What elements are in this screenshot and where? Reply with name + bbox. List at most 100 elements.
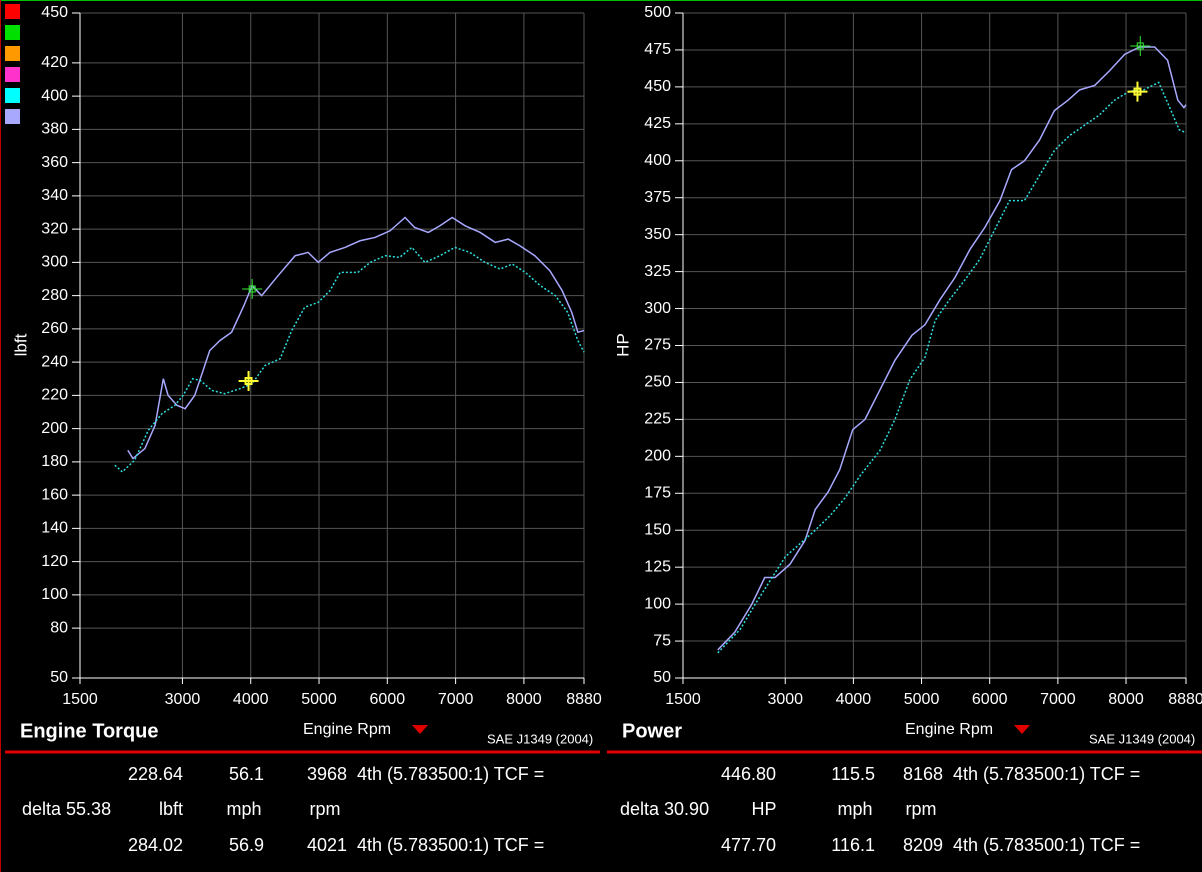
dropdown-arrow (412, 725, 428, 734)
readout-speed: 56.9 (229, 835, 264, 855)
y-tick-label: 200 (644, 448, 671, 465)
cursor-box (1136, 42, 1144, 50)
x-tick-label: 3000 (165, 691, 201, 708)
cursor-marker (238, 371, 259, 392)
readout-rpm: 3968 (307, 764, 347, 784)
y-tick-label: 300 (644, 300, 671, 317)
y-tick-label: 80 (50, 619, 68, 636)
readout-gear: 4th (5.783500:1) TCF = (953, 764, 1140, 784)
readout-value: 446.80 (721, 764, 776, 784)
x-axis-label: Engine Rpm (905, 721, 993, 738)
cursor-box (1133, 87, 1142, 96)
readout-speed: 56.1 (229, 764, 264, 784)
y-tick-label: 150 (644, 521, 671, 538)
y-tick-label: 325 (644, 263, 671, 280)
x-tick-label: 6000 (370, 691, 406, 708)
readout-value: 477.70 (721, 835, 776, 855)
y-tick-label: 175 (644, 484, 671, 501)
cursor-marker (242, 278, 263, 299)
x-tick-label: 7000 (438, 691, 474, 708)
x-tick-label: 5000 (904, 691, 940, 708)
x-tick-label: 5000 (301, 691, 337, 708)
y-tick-label: 240 (41, 353, 68, 370)
y-tick-label: 200 (41, 420, 68, 437)
unit-label: HP (751, 799, 776, 819)
x-tick-label: 4000 (233, 691, 269, 708)
y-tick-label: 400 (41, 87, 68, 104)
x-tick-label: 1500 (665, 691, 701, 708)
readout-delta: delta 55.38 (22, 799, 111, 819)
swatch (5, 109, 20, 124)
readout-speed: 115.5 (831, 764, 875, 784)
y-tick-label: 275 (644, 337, 671, 354)
x-tick-label: 7000 (1040, 691, 1076, 708)
y-axis-label: HP (613, 333, 632, 357)
unit-label: lbft (159, 799, 183, 819)
y-tick-label: 400 (644, 152, 671, 169)
y-tick-label: 380 (41, 121, 68, 138)
cursor-marker (1127, 81, 1148, 102)
x-tick-label: 4000 (836, 691, 872, 708)
y-tick-label: 450 (644, 78, 671, 95)
x-tick-label: 8000 (506, 691, 542, 708)
y-tick-label: 320 (41, 220, 68, 237)
y-tick-label: 140 (41, 520, 68, 537)
swatch (5, 25, 20, 40)
swatch (5, 67, 20, 82)
y-tick-label: 475 (644, 41, 671, 58)
x-tick-label: 1500 (62, 691, 98, 708)
y-tick-label: 125 (644, 558, 671, 575)
x-tick-label: 8000 (1108, 691, 1144, 708)
y-tick-label: 375 (644, 189, 671, 206)
y-tick-label: 120 (41, 553, 68, 570)
y-tick-label: 280 (41, 287, 68, 304)
readout-speed: 116.1 (831, 835, 875, 855)
y-tick-label: 350 (644, 226, 671, 243)
line (717, 46, 1187, 651)
x-axis-label: Engine Rpm (303, 721, 391, 738)
y-tick-label: 50 (50, 669, 68, 686)
unit-label: rpm (906, 799, 937, 819)
y-tick-label: 425 (644, 115, 671, 132)
y-tick-label: 50 (653, 669, 671, 686)
readout-rpm: 4021 (307, 835, 347, 855)
x-tick-label: 8880 (566, 691, 602, 708)
unit-label: mph (226, 799, 261, 819)
x-tick-label: 8880 (1168, 691, 1202, 708)
readout-gear: 4th (5.783500:1) TCF = (953, 835, 1140, 855)
y-tick-label: 360 (41, 154, 68, 171)
y-tick-label: 225 (644, 411, 671, 428)
y-tick-label: 100 (41, 586, 68, 603)
standard-label: SAE J1349 (2004) (1089, 731, 1195, 746)
y-tick-label: 180 (41, 453, 68, 470)
cursor-box (248, 285, 256, 293)
y-tick-label: 100 (644, 595, 671, 612)
cursor-box (244, 377, 253, 386)
x-tick-label: 3000 (767, 691, 803, 708)
readout-value: 228.64 (128, 764, 183, 784)
y-tick-label: 260 (41, 320, 68, 337)
readout-rpm: 8168 (903, 764, 943, 784)
chart-title: Engine Torque (20, 720, 159, 742)
line (127, 216, 585, 460)
y-tick-label: 300 (41, 254, 68, 271)
y-tick-label: 420 (41, 54, 68, 71)
readout-rpm: 8209 (903, 835, 943, 855)
y-tick-label: 75 (653, 632, 671, 649)
y-tick-label: 160 (41, 486, 68, 503)
y-tick-label: 340 (41, 187, 68, 204)
readout-gear: 4th (5.783500:1) TCF = (357, 764, 544, 784)
unit-label: rpm (310, 799, 341, 819)
readout-value: 284.02 (128, 835, 183, 855)
readout-delta: delta 30.90 (620, 799, 709, 819)
line (114, 246, 585, 473)
y-tick-label: 450 (41, 4, 68, 21)
readout-gear: 4th (5.783500:1) TCF = (357, 835, 544, 855)
unit-label: mph (837, 799, 872, 819)
y-axis-label: lbft (11, 333, 30, 356)
y-tick-label: 220 (41, 387, 68, 404)
swatch (5, 88, 20, 103)
